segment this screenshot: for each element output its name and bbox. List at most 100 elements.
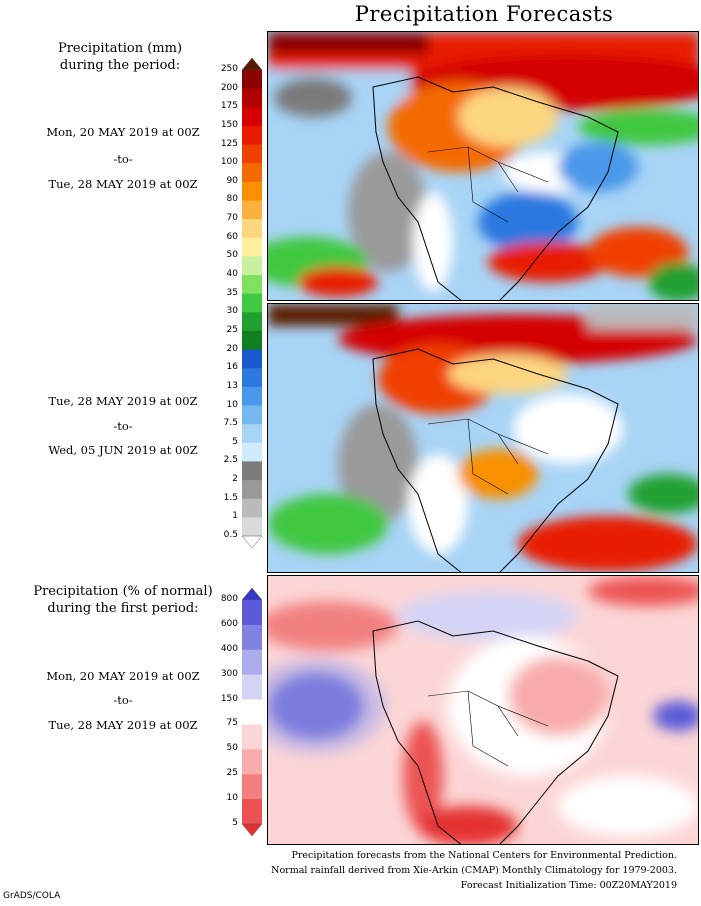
- colorbar-mm-swatch: [242, 219, 262, 239]
- colorbar-mm-swatch: [242, 517, 262, 537]
- colorbar-mm-tick-label: 1.5: [223, 492, 238, 503]
- colorbar-mm-tick-label: 25: [226, 324, 238, 335]
- colorbar-percent-tick-label: 800: [220, 594, 238, 604]
- panel3-end-date: Tue, 28 MAY 2019 at 00Z: [48, 718, 198, 732]
- colorbar-percent-tick-label: 300: [220, 668, 238, 679]
- panel2-end-date: Wed, 05 JUN 2019 at 00Z: [48, 443, 198, 457]
- colorbar-mm-tick-label: 125: [220, 138, 238, 149]
- colorbar-mm-tick-label: 1: [232, 511, 238, 522]
- colorbar-mm-swatch: [242, 88, 262, 108]
- colorbar-mm-swatch: [242, 144, 262, 164]
- panel1-start-date: Mon, 20 MAY 2019 at 00Z: [46, 125, 200, 139]
- colorbar-percent-tick-label: 75: [226, 718, 238, 729]
- colorbar-percent-tick-label: 600: [220, 618, 238, 629]
- colorbar-mm-bottom-arrow: [241, 535, 263, 548]
- precip-map-period1: [268, 32, 698, 300]
- colorbar-percent-tick-label: 50: [226, 743, 238, 754]
- colorbar-mm-swatch: [242, 256, 262, 276]
- colorbar-mm-swatch: [242, 349, 262, 369]
- colorbar-mm-swatch: [242, 330, 262, 351]
- colorbar-mm-swatch: [242, 405, 262, 425]
- percent-normal-map: [267, 575, 699, 845]
- colorbar-mm-swatch: [242, 237, 262, 257]
- colorbar-mm-tick-label: 5: [232, 436, 238, 447]
- colorbar-mm-tick-label: 10: [226, 399, 238, 410]
- colorbar-mm-tick-label: 70: [226, 213, 238, 224]
- colorbar-mm-tick-label: 0.5: [223, 530, 238, 540]
- colorbar-mm-tick-label: 2.5: [223, 455, 238, 466]
- panel1-heading-line1: Precipitation (mm): [57, 41, 183, 56]
- colorbar-percent-swatch: [242, 749, 262, 775]
- colorbar-mm-tick-label: 13: [226, 380, 238, 391]
- colorbar-mm-tick-label: 35: [226, 287, 238, 298]
- colorbar-percent-swatch: [242, 674, 262, 701]
- colorbar-percent-tick-label: 400: [220, 643, 238, 654]
- panel3-start-date: Mon, 20 MAY 2019 at 00Z: [46, 669, 200, 683]
- panel3-heading: Precipitation (% of normal) during the f…: [0, 583, 246, 617]
- forecast-map-period2: [267, 303, 699, 573]
- colorbar-mm-tick-label: 30: [226, 306, 238, 317]
- colorbar-mm-tick-label: 150: [220, 119, 238, 130]
- colorbar-mm-swatch: [242, 181, 262, 201]
- colorbar-mm-swatch: [242, 480, 262, 500]
- colorbar-mm-swatch: [242, 424, 262, 444]
- page-title: Precipitation Forecasts: [354, 2, 614, 26]
- precip-map-period2: [268, 304, 698, 572]
- precip-percent-map: [268, 576, 698, 844]
- colorbar-percent-tick-label: 10: [226, 793, 238, 804]
- colorbar-percent-top-arrow: [241, 588, 263, 601]
- panel1-end-date: Tue, 28 MAY 2019 at 00Z: [48, 177, 198, 191]
- colorbar-mm-swatch: [242, 125, 262, 146]
- colorbar-percent-swatch: [242, 600, 262, 626]
- colorbar-mm-tick-label: 40: [226, 269, 238, 280]
- colorbar-percent-tick-label: 150: [220, 693, 238, 704]
- colorbar-mm-swatch: [242, 368, 262, 388]
- panel1-heading-line2: during the period:: [59, 58, 181, 73]
- colorbar-mm-swatch: [242, 442, 262, 462]
- credit-label: GrADS/COLA: [3, 891, 61, 901]
- colorbar-mm-swatch: [242, 163, 262, 183]
- colorbar-percent-swatch: [242, 699, 262, 725]
- panel1-heading: Precipitation (mm) during the period:: [0, 40, 240, 74]
- colorbar-percent-swatch: [242, 774, 262, 800]
- colorbar-mm-tick-label: 7.5: [223, 418, 238, 429]
- colorbar-mm-tick-label: 175: [220, 101, 238, 112]
- colorbar-mm-tick-label: 50: [226, 250, 238, 261]
- footer-line1: Precipitation forecasts from the Nationa…: [291, 850, 678, 861]
- colorbar-mm-tick-label: 250: [220, 64, 238, 74]
- colorbar-mm-tick-label: 100: [220, 157, 238, 168]
- colorbar-mm-swatch: [242, 293, 262, 313]
- colorbar-percent-bottom-arrow: [241, 823, 263, 836]
- panel2-to: -to-: [113, 419, 133, 433]
- colorbar-mm-swatch: [242, 461, 262, 481]
- panel3-heading-line2: during the first period:: [47, 601, 199, 616]
- colorbar-percent-swatch: [242, 799, 262, 825]
- footer-line2: Normal rainfall derived from Xie-Arkin (…: [271, 865, 677, 876]
- colorbar-mm-swatch: [242, 200, 262, 220]
- panel1-to: -to-: [113, 152, 133, 166]
- colorbar-mm-tick-label: 20: [226, 343, 238, 354]
- colorbar-percent: [241, 588, 263, 836]
- panel3-to: -to-: [113, 693, 133, 707]
- colorbar-percent-tick-label: 25: [226, 768, 238, 779]
- colorbar-mm: [241, 58, 263, 548]
- forecast-map-period1: [267, 31, 699, 301]
- colorbar-mm-swatch: [242, 386, 262, 407]
- panel3-heading-line1: Precipitation (% of normal): [33, 584, 213, 599]
- colorbar-mm-top-arrow: [241, 58, 263, 71]
- colorbar-percent-swatch: [242, 724, 262, 750]
- colorbar-mm-tick-label: 16: [226, 362, 238, 373]
- colorbar-mm-tick-label: 80: [226, 194, 238, 205]
- colorbar-mm-tick-label: 90: [226, 175, 238, 186]
- panel2-start-date: Tue, 28 MAY 2019 at 00Z: [48, 394, 198, 408]
- colorbar-mm-swatch: [242, 275, 262, 295]
- colorbar-mm-swatch: [242, 107, 262, 127]
- colorbar-percent-tick-label: 5: [232, 818, 238, 828]
- colorbar-mm-swatch: [242, 498, 262, 518]
- colorbar-percent-swatch: [242, 624, 262, 651]
- colorbar-mm-tick-label: 200: [220, 82, 238, 93]
- footer-notes: Precipitation forecasts from the Nationa…: [271, 848, 677, 893]
- colorbar-percent-swatch: [242, 649, 262, 676]
- colorbar-mm-swatch: [242, 312, 262, 332]
- colorbar-mm-tick-label: 60: [226, 231, 238, 242]
